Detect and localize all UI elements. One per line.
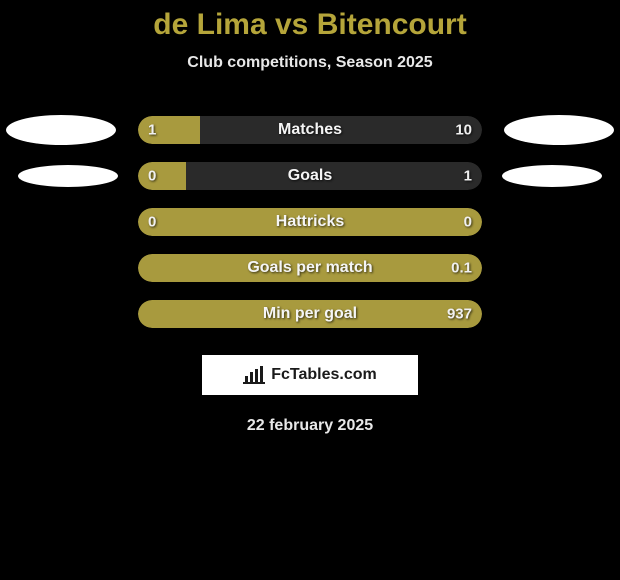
logo-box: FcTables.com [202,355,418,395]
bar-gpm: Goals per match 0.1 [138,254,482,282]
player-left-ellipse-icon [18,165,118,187]
value-right: 1 [464,168,472,185]
value-right: 10 [455,122,472,139]
bar-goals: 0 Goals 1 [138,162,482,190]
value-right: 0 [464,214,472,231]
player-left-ellipse-icon [6,115,116,145]
stat-label: Hattricks [276,213,344,231]
stat-row-mpg: Min per goal 937 [0,291,620,337]
bar-chart-icon [243,366,265,384]
stat-label: Goals [288,167,332,185]
value-left: 1 [148,122,156,139]
bar-left-segment [138,162,186,190]
stat-label: Min per goal [263,305,357,323]
date-text: 22 february 2025 [0,417,620,435]
value-right: 0.1 [451,260,472,277]
stat-row-matches: 1 Matches 10 [0,107,620,153]
stat-row-goals: 0 Goals 1 [0,153,620,199]
bar-right-segment [186,162,482,190]
comparison-container: de Lima vs Bitencourt Club competitions,… [0,0,620,435]
bar-mpg: Min per goal 937 [138,300,482,328]
stat-label: Goals per match [247,259,372,277]
bar-matches: 1 Matches 10 [138,116,482,144]
player-right-ellipse-icon [502,165,602,187]
value-left: 0 [148,214,156,231]
stat-row-gpm: Goals per match 0.1 [0,245,620,291]
page-title: de Lima vs Bitencourt [0,8,620,42]
logo-text: FcTables.com [271,366,377,384]
stats-area: 1 Matches 10 0 Goals 1 0 Hattricks [0,107,620,337]
bar-hattricks: 0 Hattricks 0 [138,208,482,236]
value-right: 937 [447,306,472,323]
value-left: 0 [148,168,156,185]
player-right-ellipse-icon [504,115,614,145]
stat-row-hattricks: 0 Hattricks 0 [0,199,620,245]
stat-label: Matches [278,121,342,139]
subtitle: Club competitions, Season 2025 [0,54,620,72]
